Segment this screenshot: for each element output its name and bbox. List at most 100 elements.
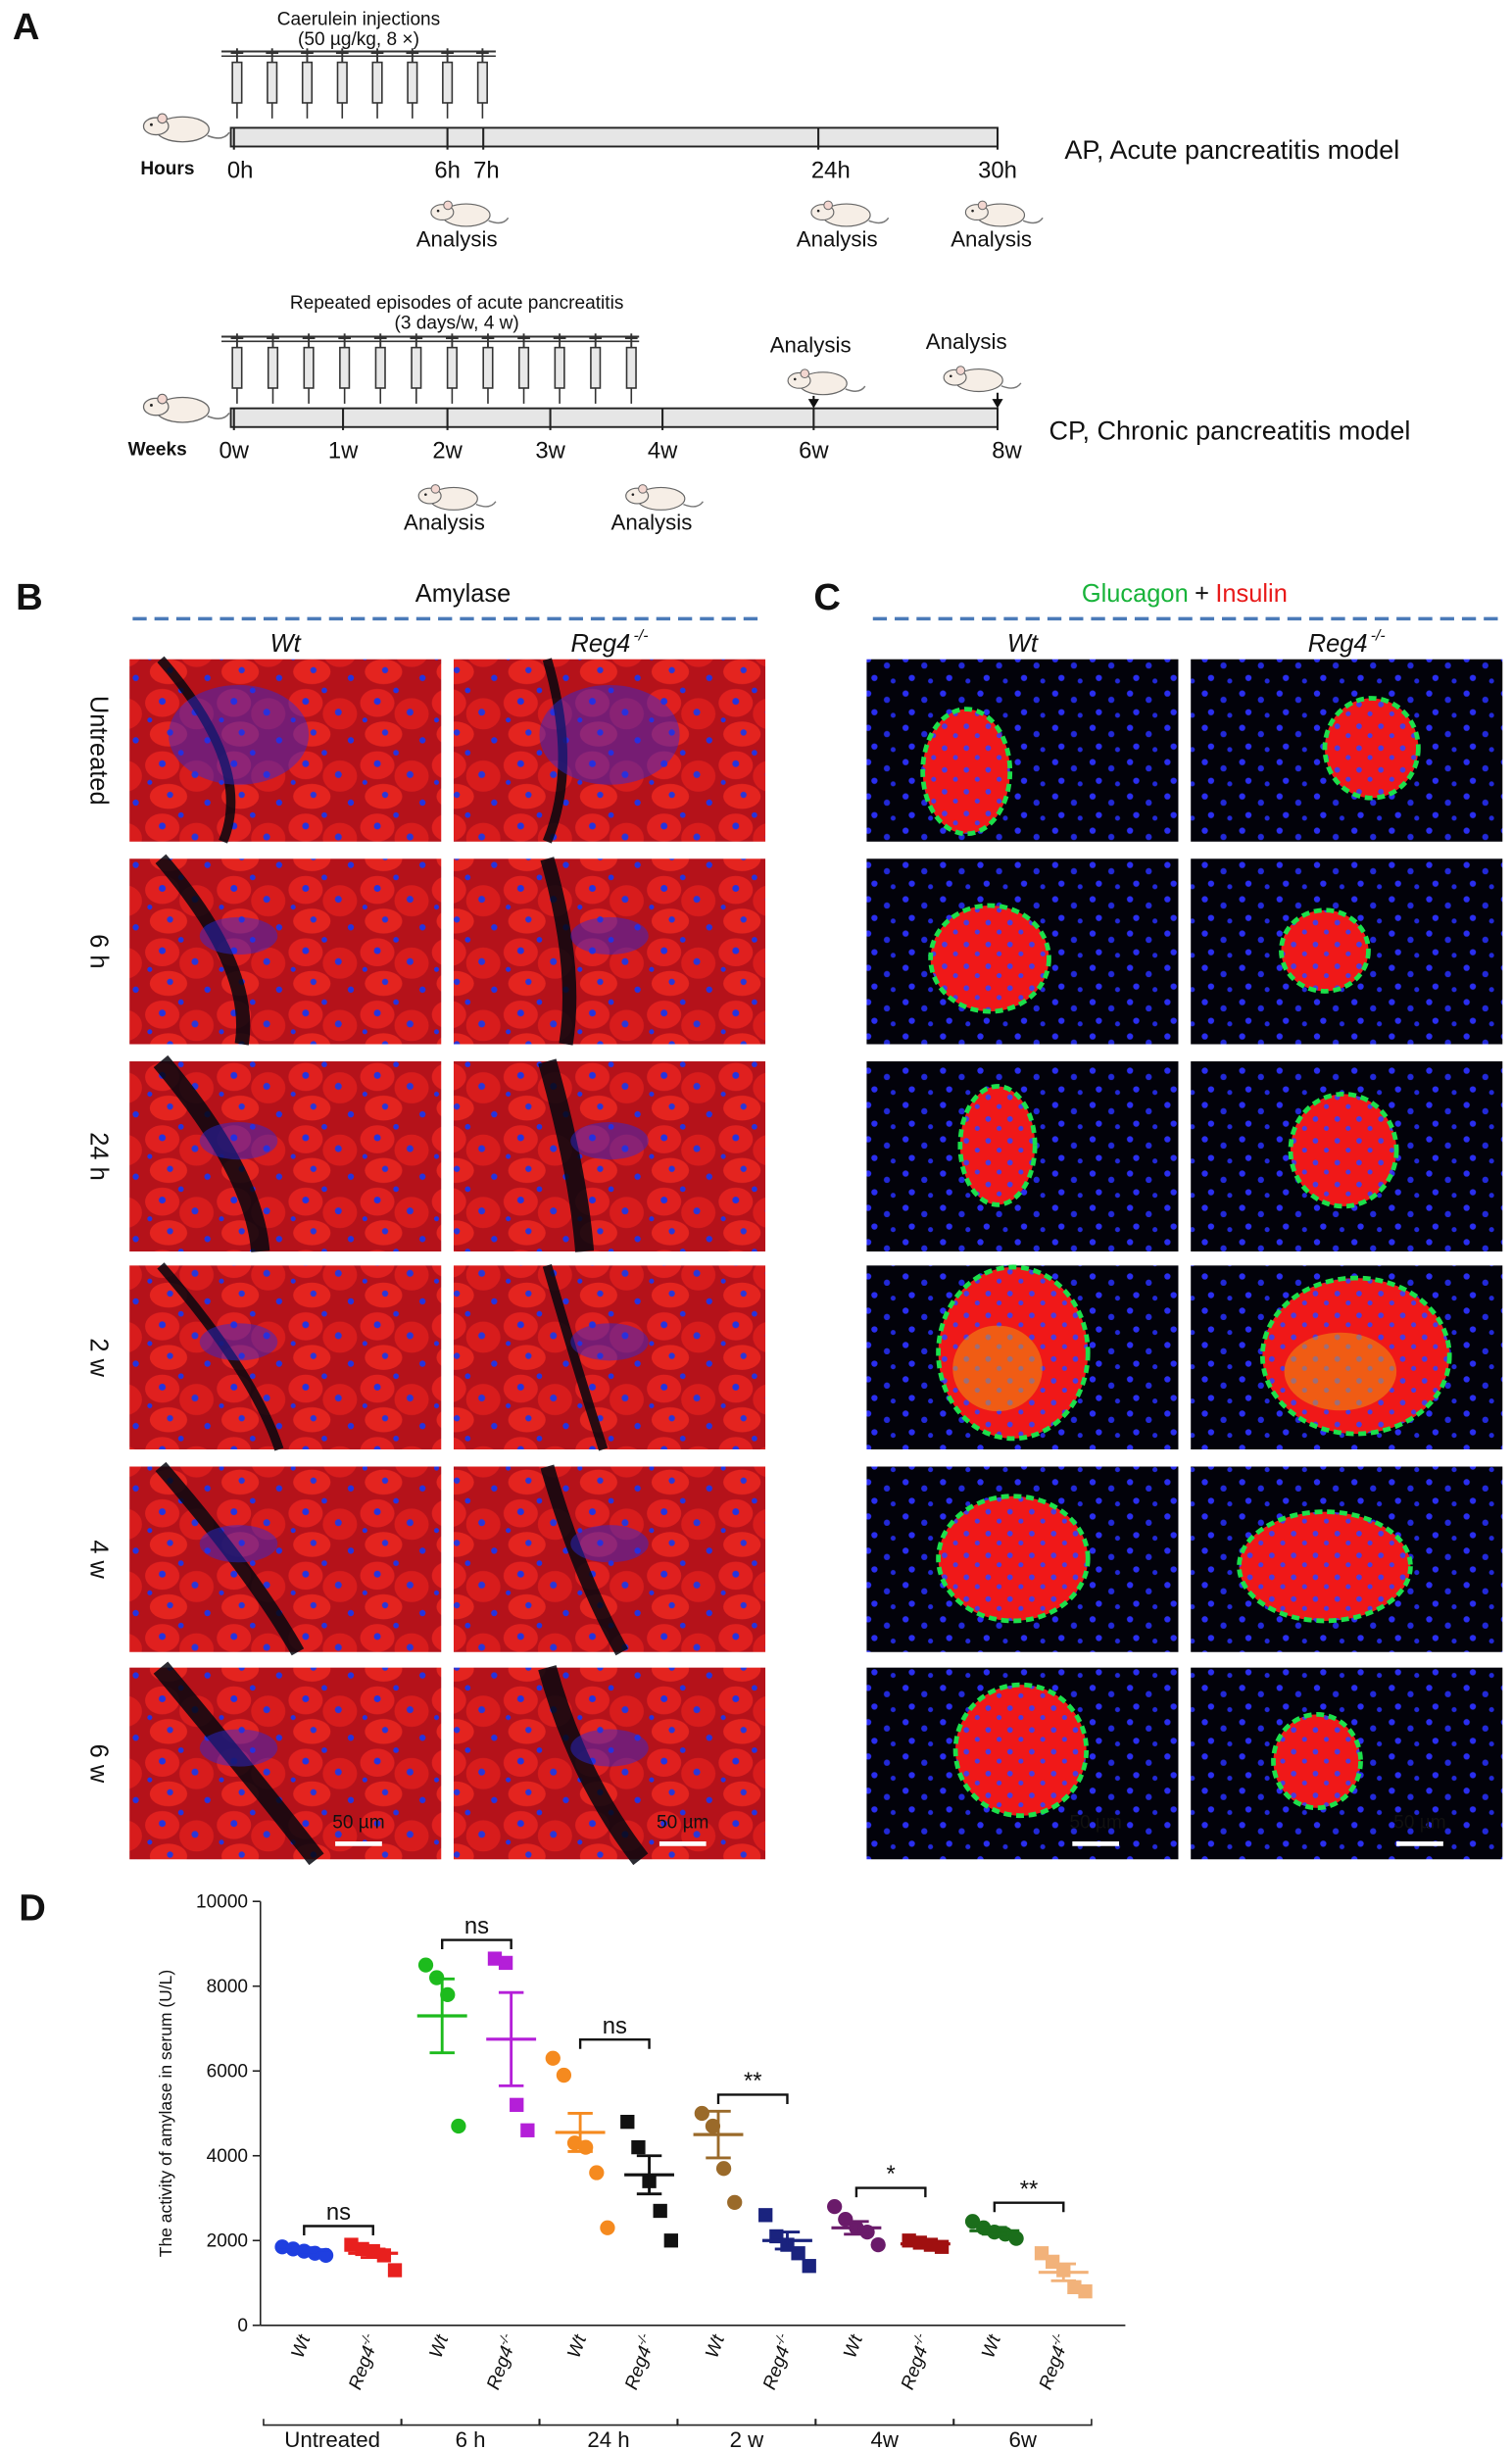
islet: [1288, 1092, 1399, 1209]
data-point: [317, 2247, 334, 2264]
timeline-bar: [229, 407, 999, 428]
genotype: Reg4: [621, 2343, 656, 2392]
mouse-tail: [683, 501, 705, 508]
x-tick-label: Wt: [840, 2331, 867, 2361]
genotype-superscript: -/-: [771, 2331, 789, 2347]
y-axis-label: The activity of amylase in serum (U/L): [156, 1970, 175, 2257]
column-label: Reg4 -/-: [1308, 628, 1386, 658]
islet: [928, 903, 1051, 1014]
barrel: [442, 61, 454, 104]
genotype: Reg4: [483, 2343, 517, 2392]
significance-bracket: [578, 2037, 651, 2049]
nuclei-cluster: [199, 1525, 278, 1563]
genotype: Wt: [978, 2331, 1005, 2361]
timeline-tick-label: 4w: [648, 438, 678, 465]
syringe-icon: [373, 333, 387, 404]
islet: [1271, 1711, 1363, 1811]
significance-label: **: [1020, 2176, 1039, 2202]
syringe-icon: [481, 333, 495, 404]
group-bracket: [401, 2419, 541, 2426]
data-point: [1067, 2279, 1082, 2294]
mouse-eye: [150, 122, 153, 126]
analysis-label: Analysis: [416, 226, 498, 251]
micrograph: [453, 1061, 766, 1252]
nuclei-cluster: [570, 1323, 649, 1361]
islet: [1279, 907, 1371, 994]
tissue-gap: [157, 656, 236, 844]
mouse-ear: [823, 200, 833, 211]
syringe-icon: [230, 48, 244, 119]
islet: [1237, 1509, 1413, 1624]
micrograph: [453, 1265, 766, 1450]
scale-bar-label: 50 µm: [1393, 1812, 1445, 1833]
syringe-icon: [476, 48, 489, 119]
x-tick-label: Reg4-/-: [894, 2331, 936, 2393]
genotype: Wt: [288, 2331, 316, 2361]
data-point: [838, 2211, 854, 2228]
y-tick-label: 6000: [207, 2062, 248, 2082]
nuclei-cluster: [570, 1525, 649, 1563]
genotype-superscript: -/-: [633, 2331, 651, 2347]
mouse-eye: [424, 493, 427, 496]
nuclei-cluster: [570, 1122, 649, 1160]
nuclei-cluster: [570, 916, 649, 956]
genotype-superscript: -/-: [357, 2331, 374, 2347]
barrel: [231, 346, 243, 389]
group-label: 4w: [871, 2427, 900, 2450]
analysis-label: Analysis: [770, 332, 852, 357]
injection-title: Caerulein injections: [277, 9, 441, 29]
nuclei-cluster: [199, 1323, 278, 1361]
mouse-tail: [868, 217, 890, 224]
mouse-eye: [971, 209, 974, 213]
mouse-eye: [150, 404, 153, 407]
data-point: [694, 2105, 709, 2122]
syringe-icon: [517, 333, 530, 404]
stain-name: Glucagon: [1082, 580, 1189, 608]
data-point: [344, 2237, 359, 2252]
group-label: 24 h: [587, 2427, 629, 2450]
row-label: 2 w: [84, 1338, 112, 1377]
x-tick-label: Reg4-/-: [756, 2331, 798, 2393]
micrograph: [129, 1265, 442, 1450]
injection-title: Repeated episodes of acute pancreatitis: [290, 293, 623, 314]
data-point: [663, 2233, 678, 2248]
timeline-tick-label: 1w: [328, 438, 359, 465]
islet: [957, 1084, 1038, 1207]
injection-dose: (50 µg/kg, 8 ×): [298, 29, 419, 50]
x-tick-label: Wt: [426, 2331, 454, 2361]
genotype: Wt: [840, 2331, 867, 2361]
data-point: [589, 2165, 605, 2180]
mouse-tail: [488, 217, 510, 224]
mouse-tail: [475, 501, 497, 508]
mouse-icon: [417, 484, 497, 511]
mouse-tail: [1000, 382, 1022, 389]
nuclei-cluster: [539, 684, 680, 785]
islet: [952, 1682, 1090, 1819]
mouse-ear: [430, 484, 441, 494]
barrel: [407, 61, 418, 104]
mouse-tail: [1022, 217, 1044, 224]
mouse-icon: [625, 484, 705, 511]
significance-bracket: [303, 2225, 374, 2236]
genotype-superscript: -/-: [1048, 2331, 1065, 2347]
x-tick-label: Wt: [288, 2331, 316, 2361]
mouse-eye: [816, 209, 820, 213]
panel-label: A: [13, 6, 40, 48]
data-point: [1078, 2284, 1093, 2299]
mouse-icon: [810, 200, 890, 227]
panel-label: D: [19, 1886, 46, 1929]
row-label: Untreated: [84, 696, 112, 806]
mouse-icon: [142, 113, 230, 143]
column-label: Wt: [1007, 630, 1039, 658]
barrel: [476, 61, 488, 104]
data-point: [631, 2139, 646, 2155]
syringe-icon: [338, 333, 352, 404]
genotype-superscript: -/-: [1371, 628, 1386, 645]
analysis-arrowhead: [807, 399, 819, 409]
barrel: [267, 61, 278, 104]
micrograph: [453, 858, 766, 1045]
syringe-icon: [230, 333, 244, 404]
genotype: Wt: [563, 2331, 591, 2361]
